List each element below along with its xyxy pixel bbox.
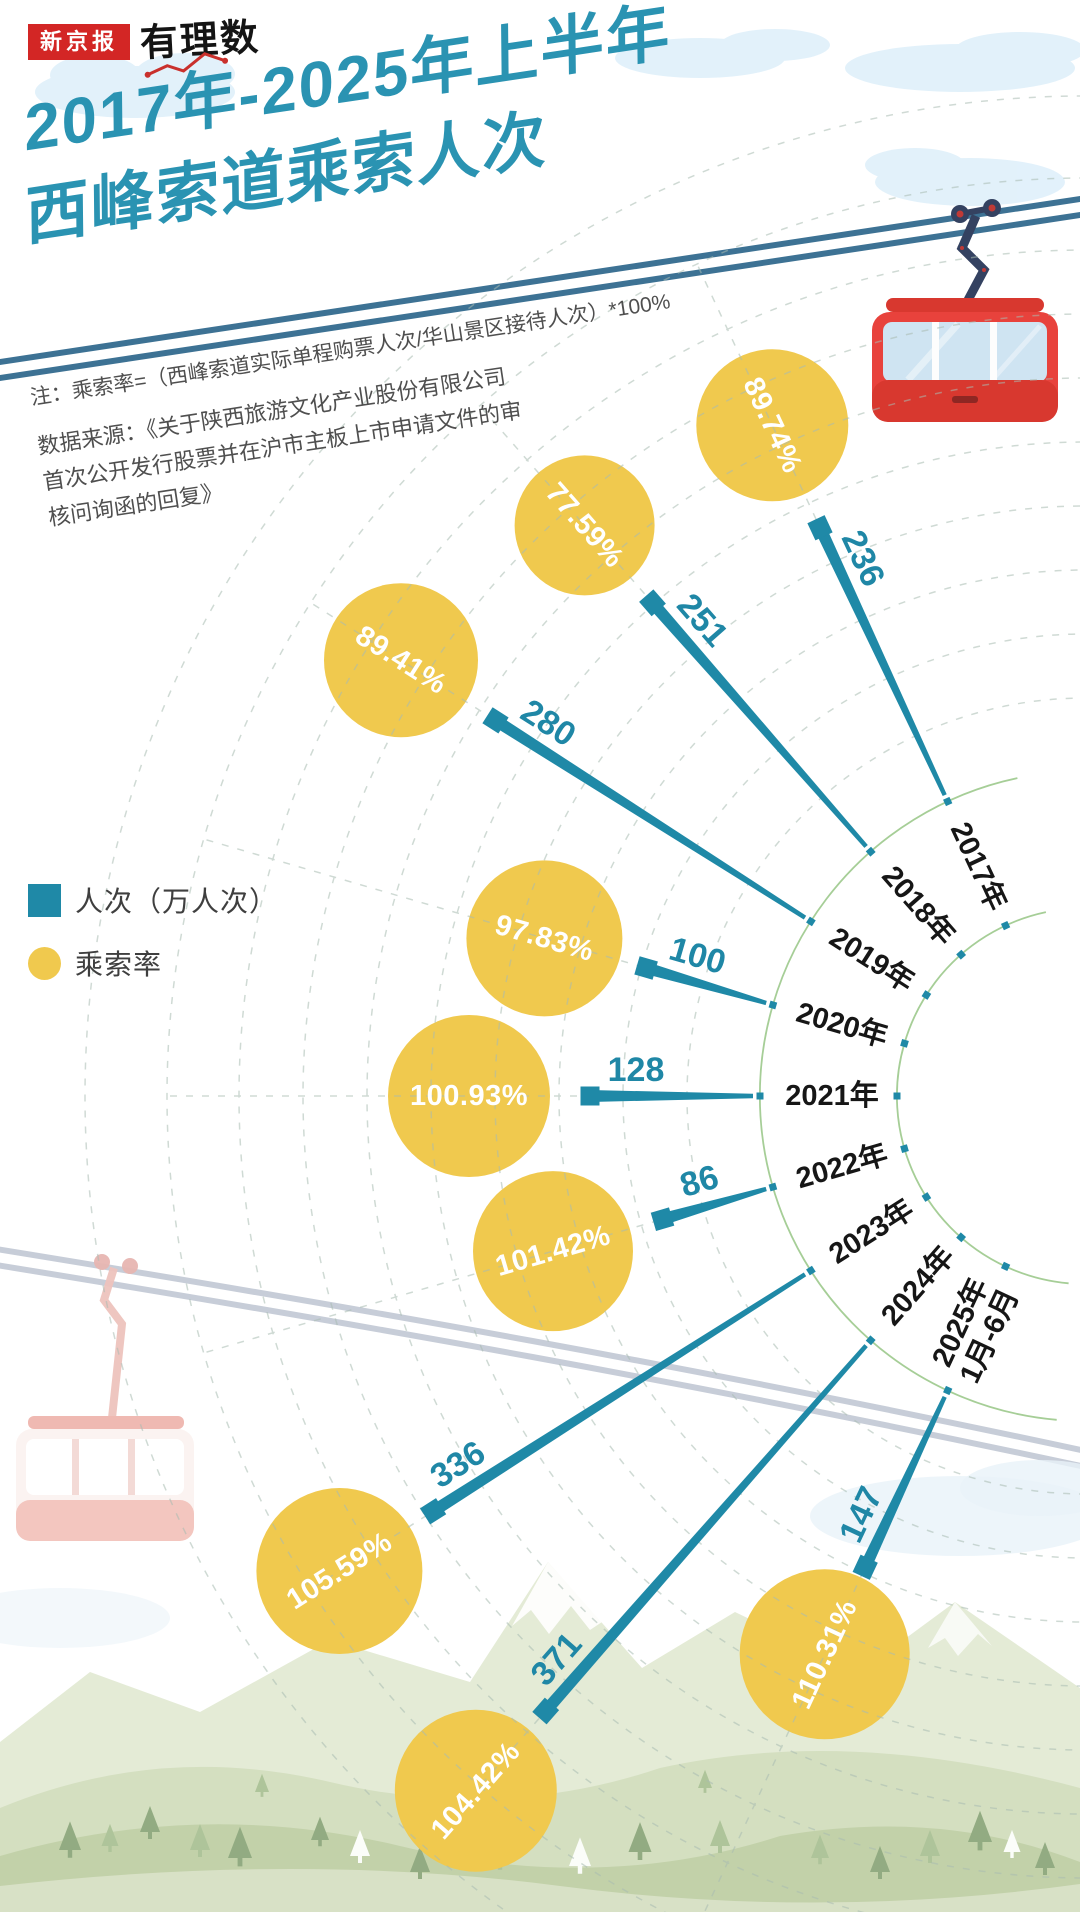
value-label-2018: 251 — [669, 586, 735, 654]
spoke-2020 — [644, 962, 767, 1006]
rate-bubbles — [256, 349, 910, 1872]
value-tip-square — [650, 1207, 675, 1231]
year-label-2025: 2025年 1月-6月 — [925, 1273, 1026, 1389]
year-label-2022: 2022年 — [792, 1136, 891, 1195]
value-tip-square — [532, 1697, 560, 1725]
value-tip-square — [580, 1086, 600, 1106]
spoke-2018 — [648, 598, 868, 848]
legend-square-icon — [28, 883, 61, 917]
beijing-news-logo: 新京报 — [28, 24, 131, 60]
spoke-2025 — [859, 1396, 947, 1570]
rate-bubble-2023 — [256, 1488, 423, 1654]
value-tip-square — [634, 956, 658, 980]
rate-bubble-2021 — [388, 1015, 550, 1177]
year-label-2023: 2023年 — [822, 1192, 919, 1271]
legend-rides-label: 人次（万人次） — [75, 886, 279, 917]
spoke-2022 — [660, 1186, 767, 1225]
spoke-2019 — [492, 715, 807, 920]
legend-rate-label: 乘索率 — [75, 949, 163, 980]
legend-circle-icon — [28, 946, 61, 980]
year-label-2019: 2019年 — [824, 920, 921, 999]
spoke-2024 — [541, 1344, 868, 1715]
year-ring-ticks — [756, 796, 1011, 1396]
year-label-2021: 2021年 — [785, 1078, 879, 1112]
year-ring-arcs — [758, 777, 1069, 1421]
youlishu-logo: 有理数 — [139, 17, 261, 78]
header-brand: 新京报 有理数 — [28, 17, 261, 78]
year-labels: 2017年 2018年 2019年 2020年 2021年 2022年 2023… — [785, 817, 1025, 1388]
rate-bubble-2025 — [739, 1569, 910, 1740]
cable-car-red-icon — [872, 199, 1058, 422]
value-label-2022: 86 — [676, 1158, 723, 1205]
rate-label-2021: 100.93% — [410, 1080, 528, 1112]
value-tip-square — [482, 707, 509, 734]
rate-bubble-2024 — [394, 1709, 557, 1872]
value-tip-square — [807, 515, 833, 541]
cable-car-pink-icon — [16, 1254, 194, 1541]
spoke-2023 — [429, 1272, 807, 1517]
year-label-2020: 2020年 — [793, 995, 892, 1054]
rate-bubble-2019 — [324, 583, 478, 738]
rate-bubble-2017 — [696, 349, 849, 502]
clouds-decoration — [35, 29, 1080, 206]
rate-bubble-2020 — [466, 860, 623, 1017]
year-label-2017: 2017年 — [944, 817, 1014, 916]
spoke-2021 — [590, 1090, 753, 1102]
value-label-2021: 128 — [608, 1051, 665, 1089]
value-tip-square — [639, 589, 666, 617]
chart-legend: 人次（万人次） 乘索率 — [28, 880, 278, 1006]
pine-trees — [59, 1769, 1055, 1879]
legend-item-rides: 人次（万人次） — [28, 880, 278, 920]
year-label-2018: 2018年 — [875, 859, 962, 952]
spoke-2017 — [814, 525, 947, 796]
logo-trendline-icon — [144, 52, 229, 78]
cable-lines-top — [0, 195, 1080, 382]
cable-lines-gray — [0, 1246, 1080, 1469]
value-tip-square — [419, 1498, 447, 1525]
legend-item-rate: 乘索率 — [28, 943, 278, 983]
value-tip-square — [852, 1554, 878, 1580]
rate-bubble-2018 — [514, 455, 655, 596]
value-spokes — [429, 525, 947, 1715]
rate-bubble-2022 — [473, 1171, 633, 1332]
